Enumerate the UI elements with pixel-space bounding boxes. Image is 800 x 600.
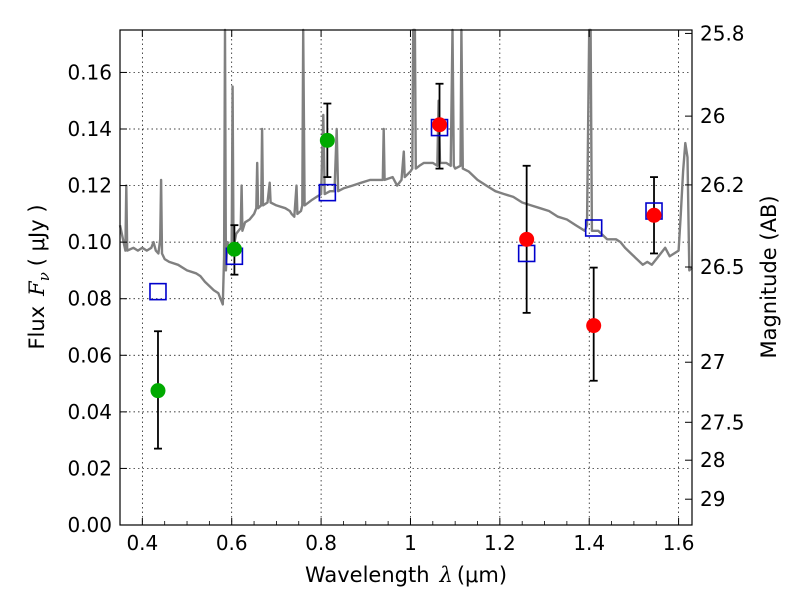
model-square-marker	[149, 282, 167, 301]
red-circle-marker	[646, 207, 662, 223]
mag-tick-label: 25.8	[700, 21, 745, 45]
mag-tick-label: 26.5	[700, 255, 745, 279]
y-tick-label: 0.12	[67, 174, 112, 198]
y-tick-label: 0.04	[67, 400, 112, 424]
x-axis-label-unit: (μm)	[457, 563, 507, 587]
red-circle-marker	[519, 231, 535, 247]
green-circle-marker	[226, 241, 242, 257]
y-tick-label: 0.08	[67, 287, 112, 311]
y-tick-label: 0.16	[67, 60, 112, 84]
y-axis-label-text: Flux	[25, 306, 49, 350]
data-markers	[149, 117, 663, 399]
x-tick-label: 1.6	[663, 531, 695, 555]
mag-tick-label: 28	[700, 448, 725, 472]
y-tick-label: 0.14	[67, 117, 112, 141]
x-tick-label: 0.8	[305, 531, 337, 555]
x-tick-label: 1.2	[484, 531, 516, 555]
x-axis-label-text: Wavelength	[305, 563, 430, 587]
green-circle-marker	[150, 383, 166, 399]
mag-tick-label: 27	[700, 350, 725, 374]
axis-ticks: 0.4 0.6 0.8 1 1.2 1.4 1.6 0.00 0.02 0.04 0.06 0.08 0…	[67, 21, 744, 555]
x-tick-label: 0.6	[216, 531, 248, 555]
template-spectrum	[118, 28, 693, 306]
mag-tick-label: 26	[700, 104, 725, 128]
mag-tick-label: 26.2	[700, 173, 745, 197]
green-circle-marker	[319, 132, 335, 148]
y-axis-label-unit: ( μJy )	[25, 204, 49, 266]
x-axis-label-symbol: λ	[439, 563, 453, 587]
mag-tick-label: 29	[700, 487, 725, 511]
x-tick-label: 1.4	[573, 531, 605, 555]
grid-lines	[120, 30, 692, 526]
red-circle-marker	[586, 318, 602, 334]
y-axis-right-label: Magnitude (AB)	[757, 195, 781, 358]
red-circle-marker	[432, 117, 448, 133]
plot-frame	[119, 29, 693, 526]
template-spectrum-line	[118, 28, 693, 306]
y-axis-label-symbol: F	[25, 280, 49, 297]
y-axis-label: Flux Fν ( μJy )	[25, 204, 53, 349]
x-tick-label: 0.4	[126, 531, 158, 555]
x-axis-label: Wavelength λ (μm)	[305, 563, 507, 587]
model-square-marker	[318, 183, 337, 202]
y-axis-label-subscript: ν	[35, 272, 53, 281]
y-tick-label: 0.02	[67, 456, 112, 480]
y-tick-label: 0.06	[67, 343, 112, 367]
error-bars	[153, 82, 659, 450]
model-square-marker	[584, 219, 603, 237]
mag-tick-label: 27.5	[700, 410, 745, 434]
x-tick-label: 1	[404, 531, 417, 555]
y-tick-label: 0.10	[67, 230, 112, 254]
y-tick-label: 0.00	[67, 513, 112, 537]
